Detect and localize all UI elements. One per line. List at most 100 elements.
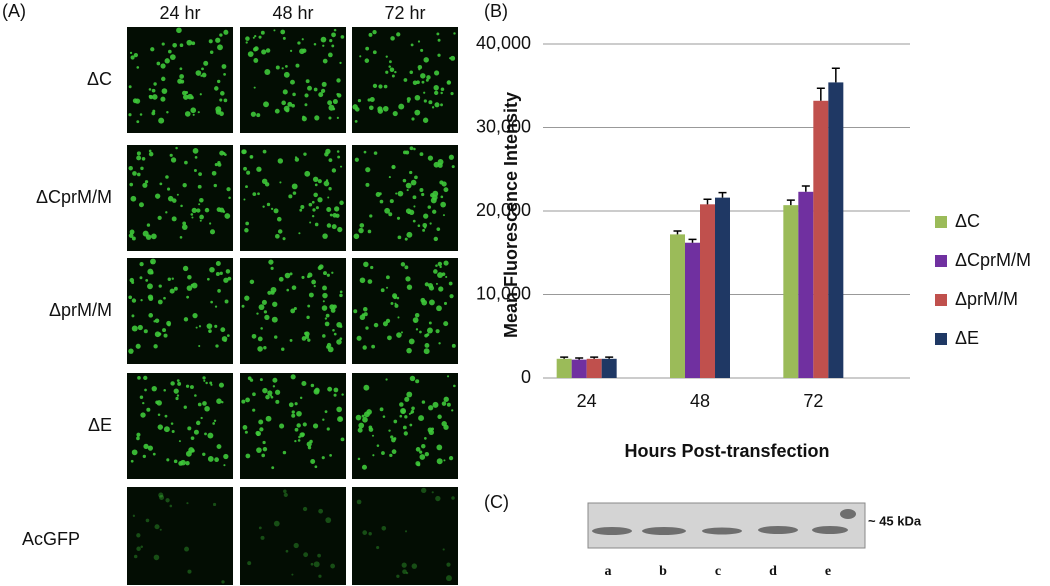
cell bbox=[421, 443, 426, 449]
bar bbox=[783, 205, 799, 378]
cell bbox=[391, 164, 396, 170]
cell bbox=[436, 444, 443, 451]
cell bbox=[325, 517, 332, 524]
cell bbox=[136, 66, 140, 69]
cell bbox=[153, 320, 156, 323]
cell bbox=[417, 64, 423, 70]
cell bbox=[423, 91, 426, 94]
cell bbox=[140, 545, 143, 548]
cell bbox=[151, 385, 157, 392]
cell bbox=[405, 182, 412, 189]
cell bbox=[445, 275, 448, 279]
cell bbox=[155, 400, 159, 405]
micrograph bbox=[127, 258, 233, 364]
bar bbox=[813, 100, 829, 378]
cell bbox=[438, 342, 441, 345]
cell bbox=[223, 453, 229, 460]
cell bbox=[418, 415, 425, 422]
cell bbox=[451, 165, 455, 169]
cell bbox=[260, 30, 265, 35]
cell bbox=[244, 228, 249, 233]
cell bbox=[385, 70, 389, 74]
error-bar bbox=[703, 198, 712, 205]
cell bbox=[336, 150, 340, 153]
cell bbox=[322, 334, 326, 338]
cell bbox=[371, 434, 375, 437]
cell bbox=[365, 46, 370, 51]
cell bbox=[336, 93, 342, 98]
cell bbox=[435, 329, 440, 334]
cell bbox=[330, 563, 336, 569]
cell bbox=[245, 453, 251, 459]
cell bbox=[172, 198, 177, 203]
cell bbox=[176, 394, 180, 397]
cell bbox=[409, 423, 413, 427]
error-bar bbox=[560, 356, 569, 359]
cell bbox=[165, 175, 169, 179]
cell bbox=[190, 436, 195, 440]
cell bbox=[197, 184, 202, 189]
cell bbox=[163, 296, 166, 300]
cell bbox=[363, 150, 367, 154]
cell bbox=[306, 441, 312, 447]
cell bbox=[405, 571, 409, 575]
cell bbox=[157, 299, 163, 305]
cell bbox=[258, 35, 262, 39]
cell bbox=[453, 32, 456, 35]
cell bbox=[337, 155, 341, 159]
legend-label: ΔprM/M bbox=[955, 289, 1018, 309]
cell bbox=[266, 202, 271, 207]
cell bbox=[424, 437, 427, 440]
cell bbox=[187, 569, 192, 574]
cell bbox=[336, 339, 342, 345]
cell bbox=[419, 450, 423, 454]
cell bbox=[166, 111, 169, 114]
cell bbox=[286, 288, 290, 292]
cell bbox=[186, 502, 189, 505]
cell bbox=[193, 429, 199, 435]
cell bbox=[308, 292, 314, 298]
cell bbox=[211, 170, 217, 176]
cell bbox=[362, 345, 367, 350]
cell bbox=[187, 93, 193, 100]
cell bbox=[411, 563, 418, 569]
column-header: 48 hr bbox=[272, 3, 313, 23]
cell bbox=[241, 399, 246, 404]
legend-swatch bbox=[935, 255, 947, 267]
cell bbox=[425, 78, 429, 82]
cell bbox=[261, 49, 267, 55]
cell bbox=[167, 195, 174, 202]
cell bbox=[326, 342, 332, 348]
cell bbox=[367, 229, 372, 234]
panel-label: (A) bbox=[2, 1, 26, 21]
cell bbox=[301, 275, 305, 279]
cell bbox=[190, 107, 197, 114]
cell bbox=[179, 236, 183, 239]
cell bbox=[427, 205, 432, 209]
cell bbox=[160, 96, 166, 102]
cell bbox=[299, 432, 305, 438]
cell bbox=[201, 67, 204, 71]
cell bbox=[145, 278, 149, 282]
cell bbox=[214, 324, 218, 328]
cell bbox=[329, 213, 333, 217]
cell bbox=[369, 214, 373, 218]
cell bbox=[253, 47, 258, 52]
cell bbox=[169, 288, 175, 294]
cell bbox=[129, 182, 134, 187]
cell bbox=[433, 161, 440, 168]
cell bbox=[168, 49, 172, 54]
cell bbox=[138, 202, 144, 208]
cell bbox=[199, 197, 204, 203]
cell bbox=[210, 300, 213, 304]
cell bbox=[129, 229, 135, 235]
cell bbox=[198, 325, 202, 328]
cell bbox=[282, 237, 286, 241]
cell bbox=[404, 530, 408, 533]
cell bbox=[283, 492, 288, 498]
legend-label: ΔE bbox=[955, 328, 979, 348]
cell bbox=[175, 146, 178, 150]
cell bbox=[131, 449, 138, 456]
cell bbox=[370, 265, 374, 270]
